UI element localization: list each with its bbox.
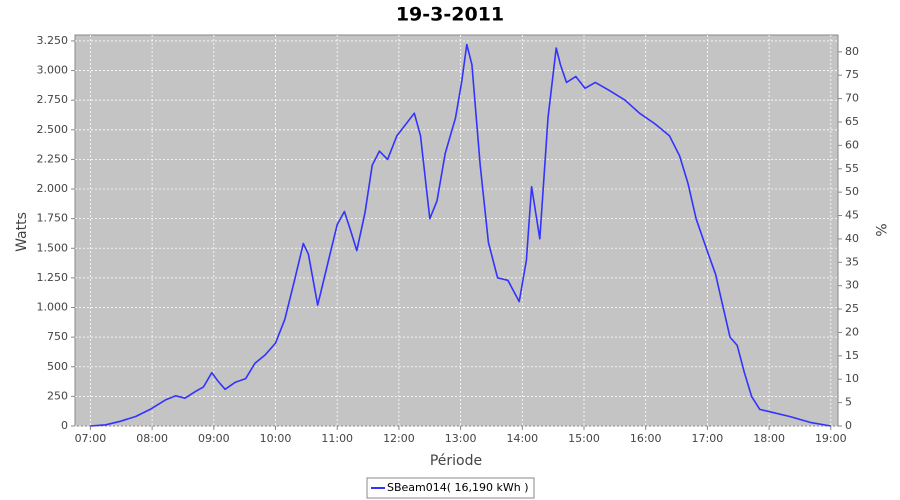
x-tick-label: 07:00 (75, 432, 107, 445)
y-tick-label: 2.500 (37, 123, 69, 136)
y-tick-label: 1.750 (37, 212, 69, 225)
y2-tick-label: 25 (845, 302, 859, 315)
y2-tick-label: 45 (845, 209, 859, 222)
y2-tick-label: 65 (845, 115, 859, 128)
x-tick-label: 17:00 (692, 432, 724, 445)
legend-label: SBeam014( 16,190 kWh ) (387, 481, 529, 494)
x-tick-label: 08:00 (136, 432, 168, 445)
y2-tick-label: 75 (845, 68, 859, 81)
y-tick-label: 2.750 (37, 93, 69, 106)
x-tick-label: 13:00 (445, 432, 477, 445)
y-tick-label: 1.250 (37, 271, 69, 284)
legend-box (366, 477, 535, 499)
y-tick-label: 0 (61, 419, 68, 432)
y2-tick-label: 50 (845, 185, 859, 198)
y2-tick-label: 10 (845, 372, 859, 385)
y-tick-label: 500 (47, 360, 68, 373)
y2-tick-label: 55 (845, 162, 859, 175)
y2-tick-label: 80 (845, 45, 859, 58)
y2-tick-label: 60 (845, 138, 859, 151)
y2-tick-label: 20 (845, 325, 859, 338)
y-tick-label: 2.250 (37, 152, 69, 165)
y2-tick-label: 35 (845, 255, 859, 268)
y2-axis-label: % (872, 223, 888, 236)
y-tick-label: 1.500 (37, 241, 69, 254)
x-tick-label: 19:00 (815, 432, 847, 445)
plot-area (74, 34, 839, 427)
y-tick-label: 3.000 (37, 64, 69, 77)
x-tick-label: 16:00 (630, 432, 662, 445)
x-tick-label: 18:00 (753, 432, 785, 445)
y2-tick-label: 40 (845, 232, 859, 245)
x-tick-label: 15:00 (568, 432, 600, 445)
data-line (90, 43, 831, 427)
y2-tick-label: 30 (845, 279, 859, 292)
y2-tick-label: 70 (845, 92, 859, 105)
y2-tick-label: 5 (845, 396, 852, 409)
y2-tick-label: 0 (845, 419, 852, 432)
y-tick-label: 2.000 (37, 182, 69, 195)
x-tick-label: 11:00 (321, 432, 353, 445)
x-tick-label: 12:00 (383, 432, 415, 445)
y-tick-label: 250 (47, 389, 68, 402)
x-tick-label: 14:00 (506, 432, 538, 445)
chart-title: 19-3-2011 (396, 4, 504, 26)
y-axis-label: Watts (14, 212, 30, 252)
y-tick-label: 750 (47, 330, 68, 343)
y-tick-label: 3.250 (37, 34, 69, 47)
y-tick-label: 1.000 (37, 301, 69, 314)
x-tick-label: 09:00 (198, 432, 230, 445)
x-axis-label: Période (430, 453, 482, 469)
y2-tick-label: 15 (845, 349, 859, 362)
x-tick-label: 10:00 (260, 432, 292, 445)
